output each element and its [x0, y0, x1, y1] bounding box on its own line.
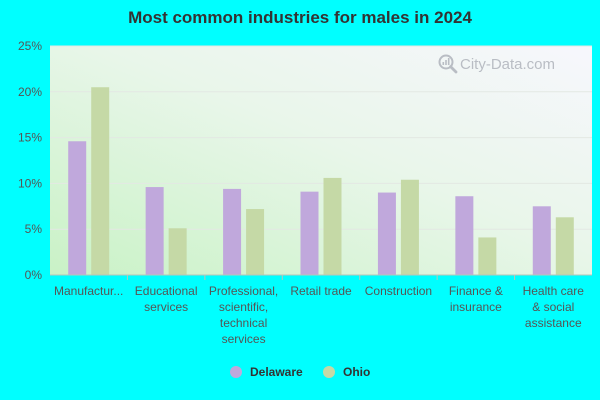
bar-ohio[interactable] — [478, 237, 497, 275]
y-tick-label: 15% — [18, 131, 42, 145]
bar-ohio[interactable] — [400, 179, 419, 275]
y-tick-label: 5% — [25, 222, 43, 236]
x-category-label: Manufactur... — [54, 284, 123, 298]
chart-title: Most common industries for males in 2024 — [128, 8, 472, 27]
x-category-label: Finance & insurance — [449, 284, 503, 314]
legend-swatch-ohio — [323, 366, 335, 378]
plot-area — [50, 46, 592, 275]
gridlines — [50, 45, 592, 230]
x-category-label: Retail trade — [290, 284, 352, 298]
bar-ohio[interactable] — [246, 209, 265, 275]
bars — [68, 87, 574, 275]
y-tick-label: 10% — [18, 176, 42, 190]
legend-label-delaware: Delaware — [250, 365, 303, 379]
x-category-label: Health care & social assistance — [523, 284, 585, 330]
bar-delaware[interactable] — [68, 141, 87, 275]
x-category-label: Construction — [365, 284, 432, 298]
x-axis: Manufactur... Educational services Professi… — [50, 274, 592, 346]
bar-ohio[interactable] — [555, 217, 574, 275]
y-axis: 0% 5% 10% 15% 20% 25% — [18, 39, 42, 282]
bar-ohio[interactable] — [323, 177, 342, 275]
legend: Delaware Ohio — [230, 365, 370, 379]
bar-delaware[interactable] — [532, 206, 551, 275]
bar-delaware[interactable] — [300, 191, 319, 275]
bar-ohio[interactable] — [168, 228, 187, 275]
watermark: City-Data.com — [438, 54, 555, 74]
magnifier-icon — [438, 54, 458, 74]
legend-swatch-delaware — [230, 366, 242, 378]
x-category-label: Educational services — [135, 284, 198, 314]
watermark-text: City-Data.com — [460, 56, 555, 73]
bar-delaware[interactable] — [377, 192, 396, 275]
bar-delaware[interactable] — [145, 187, 164, 275]
y-tick-label: 25% — [18, 39, 42, 53]
y-tick-label: 0% — [25, 268, 43, 282]
legend-label-ohio: Ohio — [343, 365, 370, 379]
bar-delaware[interactable] — [223, 188, 242, 275]
y-tick-label: 20% — [18, 85, 42, 99]
bar-delaware[interactable] — [455, 196, 474, 275]
bar-ohio[interactable] — [91, 87, 110, 275]
x-category-label: Professional, scientific, technical service… — [209, 284, 278, 346]
